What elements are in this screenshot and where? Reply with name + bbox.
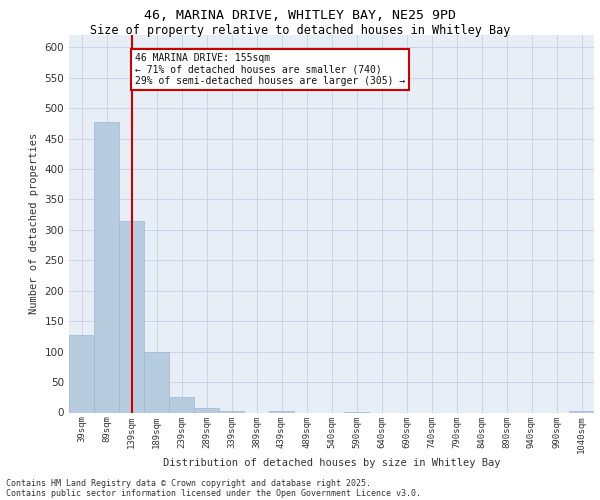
Y-axis label: Number of detached properties: Number of detached properties xyxy=(29,133,39,314)
Text: 46, MARINA DRIVE, WHITLEY BAY, NE25 9PD: 46, MARINA DRIVE, WHITLEY BAY, NE25 9PD xyxy=(144,9,456,22)
Bar xyxy=(194,408,219,412)
Text: Size of property relative to detached houses in Whitley Bay: Size of property relative to detached ho… xyxy=(90,24,510,37)
Bar xyxy=(94,122,119,412)
Bar xyxy=(119,222,144,412)
Text: 46 MARINA DRIVE: 155sqm
← 71% of detached houses are smaller (740)
29% of semi-d: 46 MARINA DRIVE: 155sqm ← 71% of detache… xyxy=(135,54,406,86)
Bar xyxy=(144,352,169,412)
Text: Contains public sector information licensed under the Open Government Licence v3: Contains public sector information licen… xyxy=(6,488,421,498)
Bar xyxy=(169,398,194,412)
Bar xyxy=(69,334,94,412)
Text: Contains HM Land Registry data © Crown copyright and database right 2025.: Contains HM Land Registry data © Crown c… xyxy=(6,478,371,488)
X-axis label: Distribution of detached houses by size in Whitley Bay: Distribution of detached houses by size … xyxy=(163,458,500,468)
